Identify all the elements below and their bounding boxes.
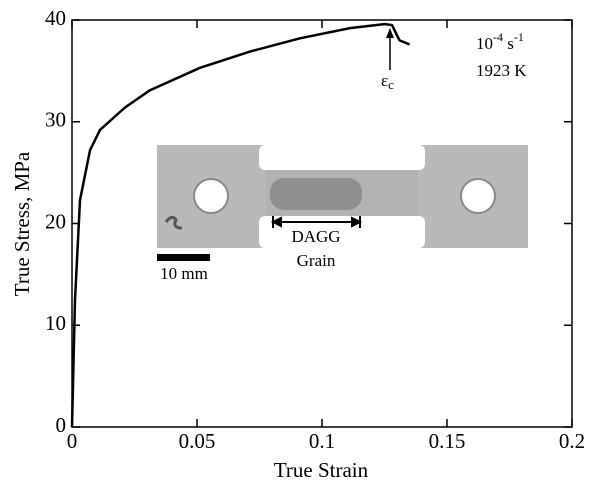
x-tick-label: 0.15	[429, 429, 466, 453]
y-tick-label: 40	[45, 6, 66, 30]
y-tick-label: 30	[45, 108, 66, 132]
inset-label: Grain	[297, 251, 336, 270]
x-tick-label: 0.05	[179, 429, 216, 453]
exponent: -4	[493, 30, 503, 44]
scale-bar	[157, 254, 210, 261]
base: 10	[476, 34, 493, 53]
unit: s	[503, 34, 514, 53]
stress-strain-curve	[70, 22, 410, 428]
subscript: c	[388, 77, 394, 92]
critical-arrow	[386, 28, 394, 70]
y-axis-label: True Stress, MPa	[10, 151, 34, 296]
y-tick-label: 0	[56, 413, 67, 437]
critical-strain: εc	[381, 71, 394, 92]
inset-label: 10 mm	[160, 264, 208, 283]
x-tick-label: 0	[67, 429, 78, 453]
strain-rate: 10-4 s-1	[476, 30, 524, 53]
x-axis-label: True Strain	[274, 458, 369, 482]
x-tick-label: 0.1	[309, 429, 335, 453]
x-tick-label: 0.2	[559, 429, 585, 453]
y-tick-label: 20	[45, 209, 66, 233]
symbol: ε	[381, 71, 388, 90]
y-tick-label: 10	[45, 311, 66, 335]
grain-arrow	[270, 216, 363, 228]
exponent: -1	[514, 30, 524, 44]
temperature: 1923 K	[476, 61, 527, 80]
inset-label: DAGG	[291, 227, 340, 246]
specimen-photo	[157, 145, 528, 248]
